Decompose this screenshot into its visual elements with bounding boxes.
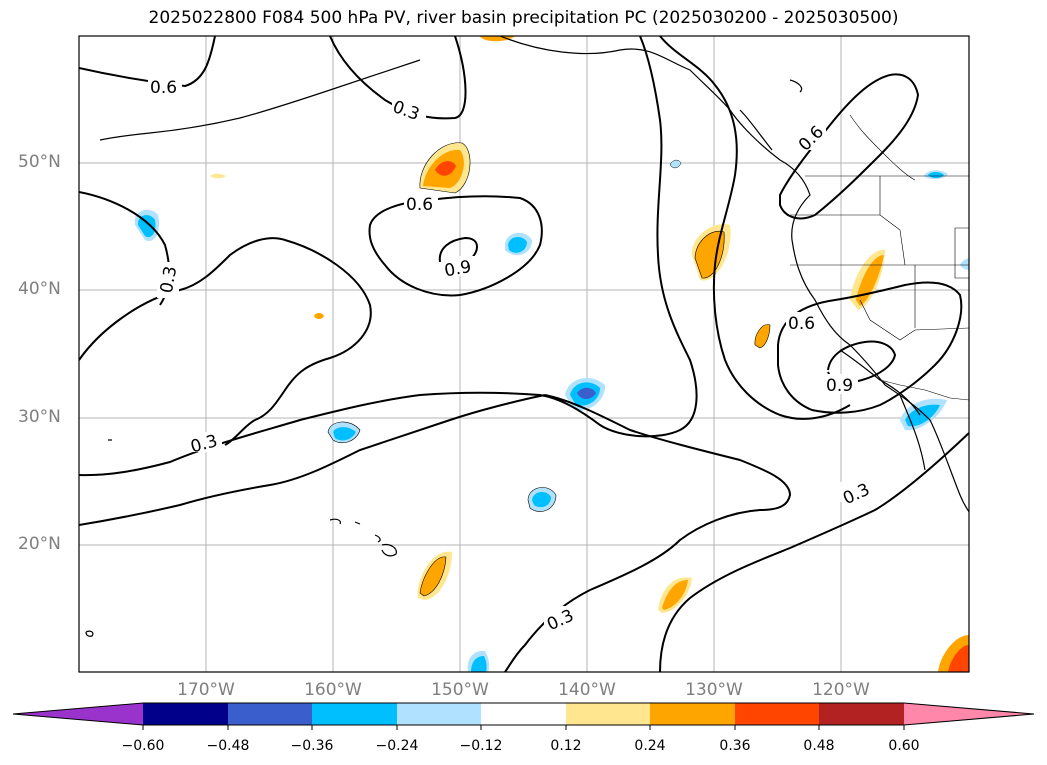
map-frame bbox=[78, 35, 970, 673]
lon-label: 130°W bbox=[685, 680, 743, 700]
lat-label: 30°N bbox=[18, 407, 61, 427]
contour-label: 0.6 bbox=[788, 314, 815, 334]
colorbar-extend-min bbox=[13, 703, 143, 725]
colorbar-tick-label: −0.12 bbox=[459, 738, 503, 754]
contour-label-backgrounds bbox=[148, 76, 874, 630]
colorbar-segment bbox=[735, 703, 819, 725]
colorbar-segment bbox=[143, 703, 228, 725]
colorbar bbox=[12, 702, 1035, 730]
contour-label: 0.9 bbox=[443, 257, 473, 281]
colorbar-tick-label: −0.24 bbox=[375, 738, 419, 754]
colorbar-tick-label: 0.12 bbox=[550, 738, 582, 754]
map-title: 2025022800 F084 500 hPa PV, river basin … bbox=[148, 8, 899, 28]
colorbar-segment bbox=[566, 703, 650, 725]
map-content: 0.6 0.3 0.6 0.9 0.3 0.3 0.6 0.6 0.9 0.3 … bbox=[79, 36, 969, 672]
contour-label: 0.3 bbox=[157, 265, 181, 295]
colorbar-segment bbox=[312, 703, 397, 725]
contour-label: 0.6 bbox=[150, 78, 177, 98]
colorbar-tick-label: 0.36 bbox=[719, 738, 751, 754]
colorbar-tick-label: 0.48 bbox=[803, 738, 835, 754]
contour-label: 0.6 bbox=[406, 195, 433, 215]
colorbar-segment bbox=[481, 703, 566, 725]
lat-label: 50°N bbox=[18, 152, 61, 172]
lon-label: 170°W bbox=[177, 680, 235, 700]
colorbar-segment bbox=[397, 703, 481, 725]
precip-positive-areas bbox=[210, 36, 969, 672]
colorbar-segment bbox=[819, 703, 904, 725]
gridlines bbox=[79, 36, 969, 672]
contour-label: 0.9 bbox=[826, 376, 853, 396]
pv-contours bbox=[79, 36, 969, 672]
lat-label: 20°N bbox=[18, 534, 61, 554]
colorbar-extend-max bbox=[904, 703, 1034, 725]
colorbar-tick-label: 0.24 bbox=[634, 738, 666, 754]
lon-label: 160°W bbox=[304, 680, 362, 700]
colorbar-tick-label: −0.60 bbox=[121, 738, 165, 754]
colorbar-tick-label: −0.36 bbox=[290, 738, 334, 754]
lon-label: 120°W bbox=[812, 680, 870, 700]
colorbar-segment bbox=[228, 703, 312, 725]
colorbar-segment bbox=[650, 703, 735, 725]
lon-label: 140°W bbox=[558, 680, 616, 700]
colorbar-tick-label: 0.60 bbox=[888, 738, 920, 754]
borders bbox=[790, 114, 969, 401]
lat-label: 40°N bbox=[18, 279, 61, 299]
lon-label: 150°W bbox=[431, 680, 489, 700]
colorbar-tick-label: −0.48 bbox=[206, 738, 250, 754]
